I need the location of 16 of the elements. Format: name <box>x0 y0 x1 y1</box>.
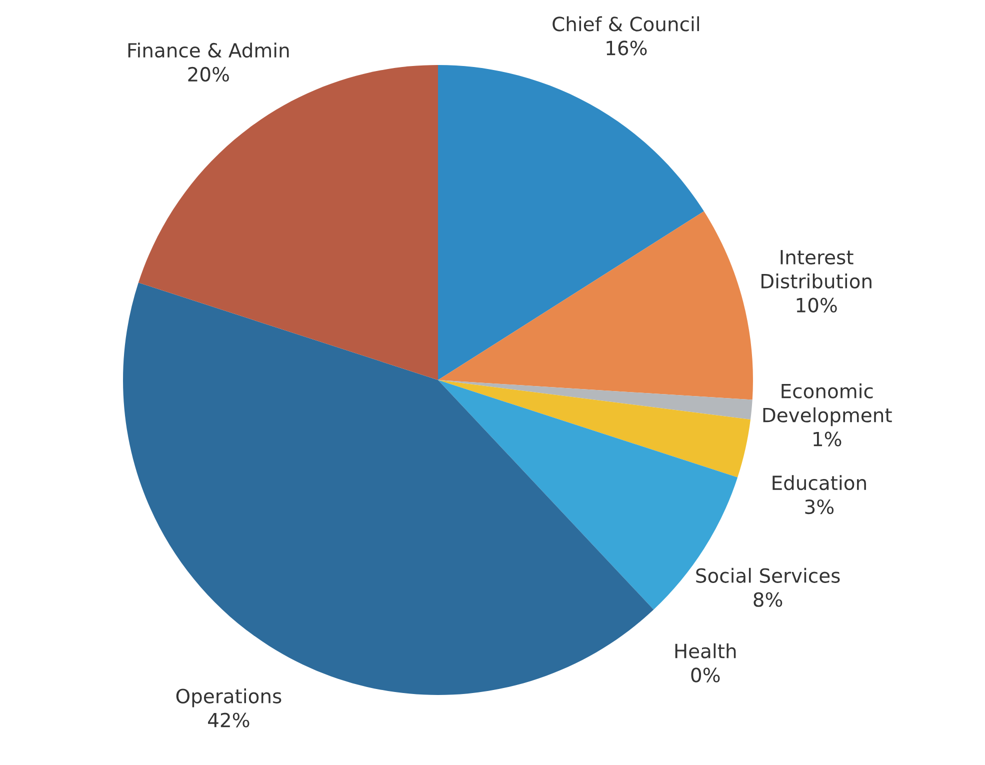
category-label: Health <box>675 643 736 658</box>
data-label: 3% <box>805 499 834 514</box>
data-label: 8% <box>754 592 782 607</box>
slice-label: Operations <box>176 688 282 708</box>
data-label: 16% <box>606 40 647 56</box>
data-label: 20% <box>188 66 229 82</box>
slice-label: Social Services <box>696 568 840 583</box>
slice-label: Education <box>772 475 866 490</box>
slice-label: Finance & Admin <box>128 42 289 58</box>
slice-label: Chief & Council <box>552 16 699 32</box>
slice-label: Economic Development <box>763 383 892 426</box>
data-label: 1% <box>814 432 842 446</box>
data-label: 42% <box>208 712 250 728</box>
text: 0% <box>691 668 720 682</box>
data-label: 10% <box>796 298 837 312</box>
slice-label: Interest Distribution <box>762 250 872 289</box>
